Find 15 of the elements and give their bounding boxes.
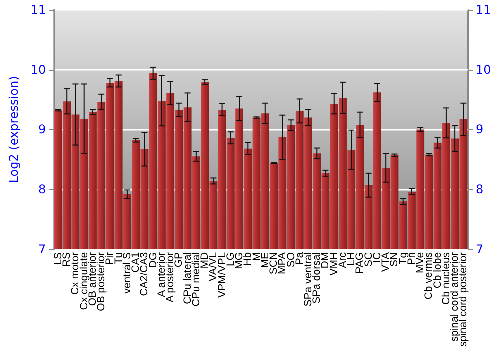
y-tick-label: 9	[38, 122, 46, 137]
y2-tick-label: 11	[476, 3, 492, 17]
y-tick-label: 11	[30, 3, 46, 17]
y2-tick-label: 7	[476, 242, 484, 256]
y2-tick-label: 8	[476, 182, 484, 197]
x-tick-label: Tg	[397, 252, 410, 265]
y2-tick-label: 10	[476, 62, 492, 77]
y-tick-label: 7	[38, 242, 46, 256]
y-tick-label: 8	[38, 182, 46, 197]
y2-tick-label: 9	[476, 122, 484, 137]
x-tick-label: A posterior	[164, 252, 177, 303]
x-tick-label: OB posterior	[96, 252, 108, 312]
y-tick-label: 10	[30, 62, 46, 77]
x-tick-label: DG	[147, 252, 160, 268]
y-axis-title: Log2 (expression)	[7, 76, 21, 184]
